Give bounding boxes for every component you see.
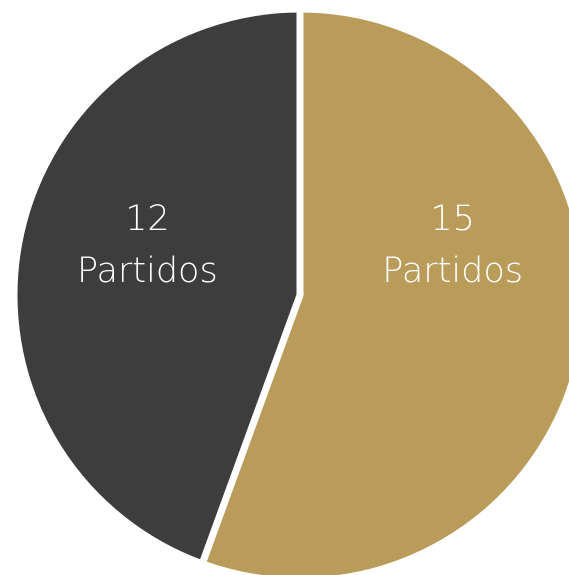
pie-labels: 15 Partidos 12 Partidos: [77, 199, 523, 291]
pie-slice-0: [197, 5, 569, 575]
slice-unit-label-1: Partidos: [77, 251, 218, 291]
pie-slice-1: [10, 5, 304, 569]
slice-value-label-0: 15: [430, 199, 475, 239]
pie-slices: [10, 5, 569, 575]
slice-unit-label-0: Partidos: [382, 251, 523, 291]
slice-value-label-1: 12: [125, 199, 170, 239]
